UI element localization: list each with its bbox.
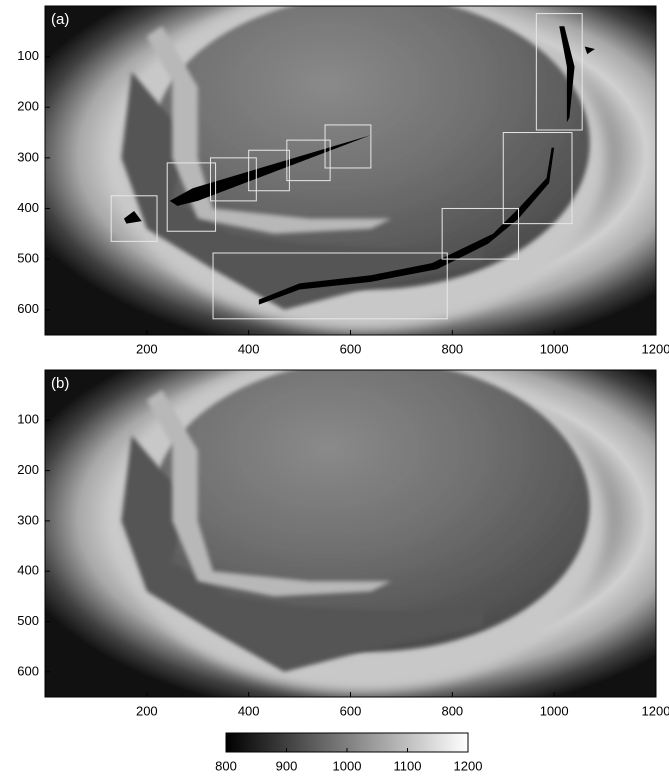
y-tick-label: 600	[17, 301, 39, 316]
x-tick-label: 600	[340, 341, 362, 356]
x-tick-label: 800	[441, 703, 463, 718]
x-tick-label: 1000	[540, 703, 569, 718]
panel-label: (a)	[51, 11, 69, 28]
x-tick-label: 200	[136, 703, 158, 718]
colorbar-tick-label: 900	[276, 758, 298, 773]
y-tick-label: 600	[17, 663, 39, 678]
colorbar-tick-label: 1000	[333, 758, 362, 773]
y-tick-label: 500	[17, 251, 39, 266]
x-tick-label: 200	[136, 341, 158, 356]
x-tick-label: 600	[340, 703, 362, 718]
image	[45, 350, 656, 697]
colorbar-tick-label: 1100	[394, 758, 422, 773]
y-tick-label: 500	[17, 613, 39, 628]
figure: (a) 200 400 600 800 1000 1200 100 200 300 400 500 60…	[0, 0, 669, 776]
y-tick-label: 100	[17, 48, 39, 63]
colorbar-tick-label: 1200	[454, 758, 483, 773]
y-tick-label: 400	[17, 200, 39, 215]
x-tick-label: 800	[441, 341, 463, 356]
y-tick-label: 200	[17, 99, 39, 114]
x-tick-label: 400	[238, 341, 260, 356]
panel-label: (b)	[51, 375, 69, 392]
colorbar-tick-label: 800	[215, 758, 237, 773]
y-tick-label: 400	[17, 563, 39, 578]
x-tick-label: 400	[238, 703, 260, 718]
x-tick-label: 1200	[642, 341, 669, 356]
y-tick-label: 300	[17, 149, 39, 164]
image	[45, 0, 656, 335]
x-tick-label: 1200	[642, 703, 669, 718]
y-tick-label: 300	[17, 512, 39, 527]
x-tick-label: 1000	[540, 341, 569, 356]
y-tick-label: 200	[17, 462, 39, 477]
y-tick-label: 100	[17, 412, 39, 427]
